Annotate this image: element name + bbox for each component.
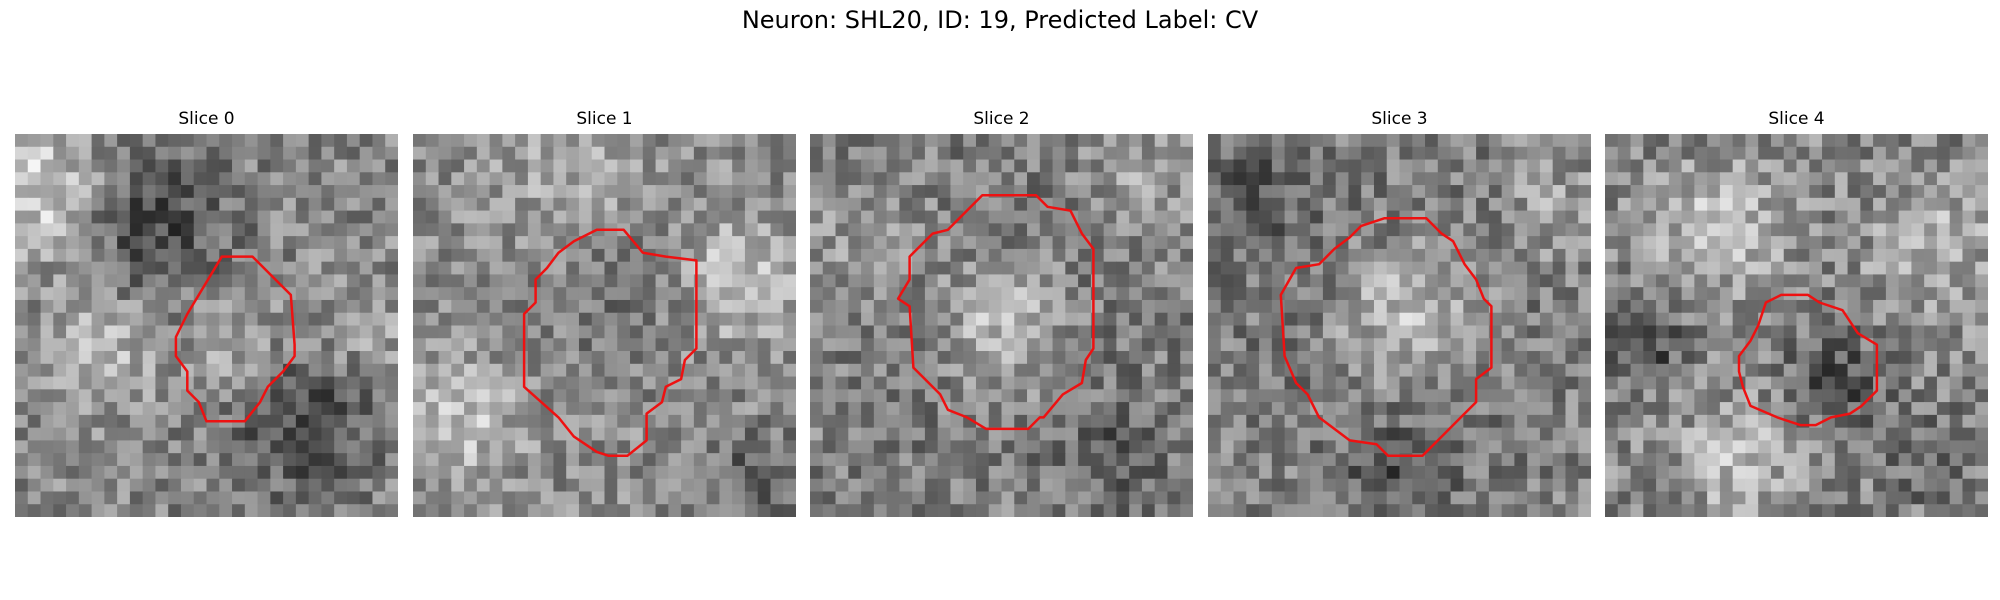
slice-title-3: Slice 3 xyxy=(1371,109,1428,129)
slice-pixels-3 xyxy=(1208,134,1591,517)
roi-contour-4 xyxy=(1737,293,1879,427)
slice-image-0 xyxy=(15,134,398,517)
roi-contour-0 xyxy=(174,255,296,423)
slice-panel-0: Slice 0 xyxy=(15,108,398,517)
slice-image-4 xyxy=(1605,134,1988,517)
slice-title-1: Slice 1 xyxy=(576,109,633,129)
slice-panel-1: Slice 1 xyxy=(413,108,796,517)
slice-image-1 xyxy=(413,134,796,517)
slice-svg-1 xyxy=(413,134,796,517)
slice-svg-4 xyxy=(1605,134,1988,517)
slice-svg-2 xyxy=(810,134,1193,517)
slice-svg-0 xyxy=(15,134,398,517)
slice-title-4: Slice 4 xyxy=(1768,109,1825,129)
slice-pixels-1 xyxy=(413,134,796,517)
roi-contour-2 xyxy=(896,194,1095,431)
figure-title: Neuron: SHL20, ID: 19, Predicted Label: … xyxy=(741,6,1259,34)
slice-pixels-0 xyxy=(15,134,398,517)
slice-svg-3 xyxy=(1208,134,1591,517)
slice-pixels-4 xyxy=(1605,134,1988,517)
slice-image-3 xyxy=(1208,134,1591,517)
slice-panel-2: Slice 2 xyxy=(810,108,1193,517)
slice-title-2: Slice 2 xyxy=(973,109,1030,129)
slice-panel-3: Slice 3 xyxy=(1208,108,1591,517)
roi-contour-1 xyxy=(522,228,698,457)
roi-contour-3 xyxy=(1279,217,1493,457)
slice-panel-4: Slice 4 xyxy=(1605,108,1988,517)
slice-pixels-2 xyxy=(810,134,1193,517)
slice-title-0: Slice 0 xyxy=(178,109,235,129)
slice-image-2 xyxy=(810,134,1193,517)
